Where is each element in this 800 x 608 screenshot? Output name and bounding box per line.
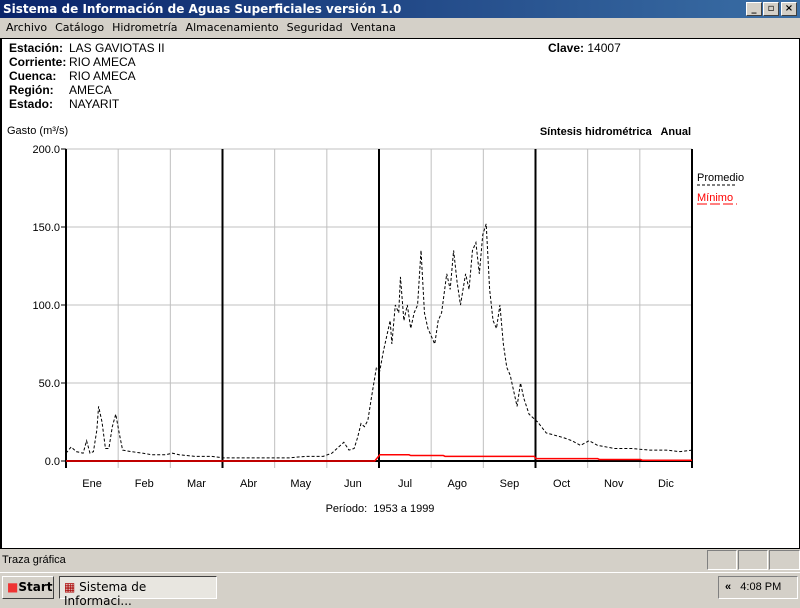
region-value: AMECA bbox=[69, 83, 112, 97]
month-label: May bbox=[290, 478, 311, 490]
chart-title: Síntesis hidrométrica Anual bbox=[540, 126, 691, 138]
month-label: Abr bbox=[240, 478, 257, 490]
series-promedio-line bbox=[65, 223, 693, 459]
system-tray: « 4:08 PM bbox=[718, 576, 798, 599]
close-button[interactable]: × bbox=[781, 2, 797, 16]
estacion-value: LAS GAVIOTAS II bbox=[69, 41, 165, 55]
restore-button[interactable]: ▫ bbox=[763, 2, 779, 16]
status-panel bbox=[769, 550, 800, 570]
taskbar: ■Start ▦ Sistema de Informaci... « 4:08 … bbox=[0, 572, 800, 608]
month-label: Sep bbox=[500, 478, 520, 490]
title-bar: Sistema de Información de Aguas Superfic… bbox=[0, 0, 800, 18]
menu-bar: Archivo Catálogo Hidrometría Almacenamie… bbox=[0, 18, 800, 38]
menu-hidrometria[interactable]: Hidrometría bbox=[112, 21, 178, 34]
taskbar-task-button[interactable]: ▦ Sistema de Informaci... bbox=[59, 576, 217, 608]
month-label: Jul bbox=[398, 478, 412, 490]
start-button[interactable]: ■Start bbox=[2, 576, 54, 599]
month-label: Dic bbox=[658, 478, 674, 490]
minimize-button[interactable]: _ bbox=[746, 2, 762, 16]
status-panel bbox=[707, 550, 737, 570]
windows-logo-icon: ■ bbox=[7, 580, 19, 594]
hydrograph-chart: Gasto (m³/s) Síntesis hidrométrica Anual… bbox=[7, 125, 744, 515]
estado-row: Estado: NAYARIT bbox=[9, 97, 119, 111]
cuenca-value: RIO AMECA bbox=[69, 69, 136, 83]
menu-seguridad[interactable]: Seguridad bbox=[286, 21, 343, 34]
y-tick-label: 200.0 bbox=[32, 144, 60, 156]
clock: 4:08 PM bbox=[740, 581, 782, 593]
corriente-row: Corriente: RIO AMECA bbox=[9, 55, 136, 69]
corriente-label: Corriente: bbox=[9, 55, 67, 69]
y-tick-label: 150.0 bbox=[32, 222, 60, 234]
month-label: Oct bbox=[553, 478, 570, 490]
y-axis-label: Gasto (m³/s) bbox=[7, 125, 68, 137]
tray-chevron-button[interactable]: « bbox=[725, 581, 732, 593]
estacion-label: Estación: bbox=[9, 41, 64, 55]
cuenca-label: Cuenca: bbox=[9, 69, 57, 83]
clave-label: Clave: bbox=[548, 41, 585, 55]
region-row: Región: AMECA bbox=[9, 83, 112, 97]
estacion-row: Estación: LAS GAVIOTAS II bbox=[9, 41, 165, 55]
clave-row: Clave: 14007 bbox=[548, 41, 621, 55]
menu-archivo[interactable]: Archivo bbox=[6, 21, 48, 34]
window-title: Sistema de Información de Aguas Superfic… bbox=[3, 2, 402, 16]
start-label: Start bbox=[18, 580, 53, 594]
month-label: Mar bbox=[187, 478, 206, 490]
cuenca-row: Cuenca: RIO AMECA bbox=[9, 69, 136, 83]
month-label: Ene bbox=[82, 478, 102, 490]
app-icon: ▦ bbox=[64, 580, 80, 594]
y-tick-label: 100.0 bbox=[32, 300, 60, 312]
status-text: Traza gráfica bbox=[2, 554, 66, 566]
status-panel bbox=[738, 550, 768, 570]
chart-window: Estación: LAS GAVIOTAS II Corriente: RIO A… bbox=[0, 38, 800, 549]
month-label: Feb bbox=[135, 478, 154, 490]
legend-minimo: Mínimo bbox=[697, 192, 733, 204]
corriente-value: RIO AMECA bbox=[69, 55, 136, 69]
month-label: Nov bbox=[604, 478, 624, 490]
menu-ventana[interactable]: Ventana bbox=[350, 21, 396, 34]
legend-promedio: Promedio bbox=[697, 172, 744, 184]
menu-catalogo[interactable]: Catálogo bbox=[55, 21, 105, 34]
menu-almacenamiento[interactable]: Almacenamiento bbox=[185, 21, 279, 34]
month-label: Jun bbox=[344, 478, 362, 490]
series-minimo-line bbox=[66, 454, 692, 462]
y-tick-label: 0.0 bbox=[45, 456, 60, 468]
month-label: Ago bbox=[447, 478, 467, 490]
clave-value: 14007 bbox=[587, 41, 621, 55]
estado-value: NAYARIT bbox=[69, 97, 120, 111]
estado-label: Estado: bbox=[9, 97, 54, 111]
y-tick-label: 50.0 bbox=[39, 378, 60, 390]
region-label: Región: bbox=[9, 83, 54, 97]
period-label: Período: 1953 a 1999 bbox=[326, 503, 435, 515]
